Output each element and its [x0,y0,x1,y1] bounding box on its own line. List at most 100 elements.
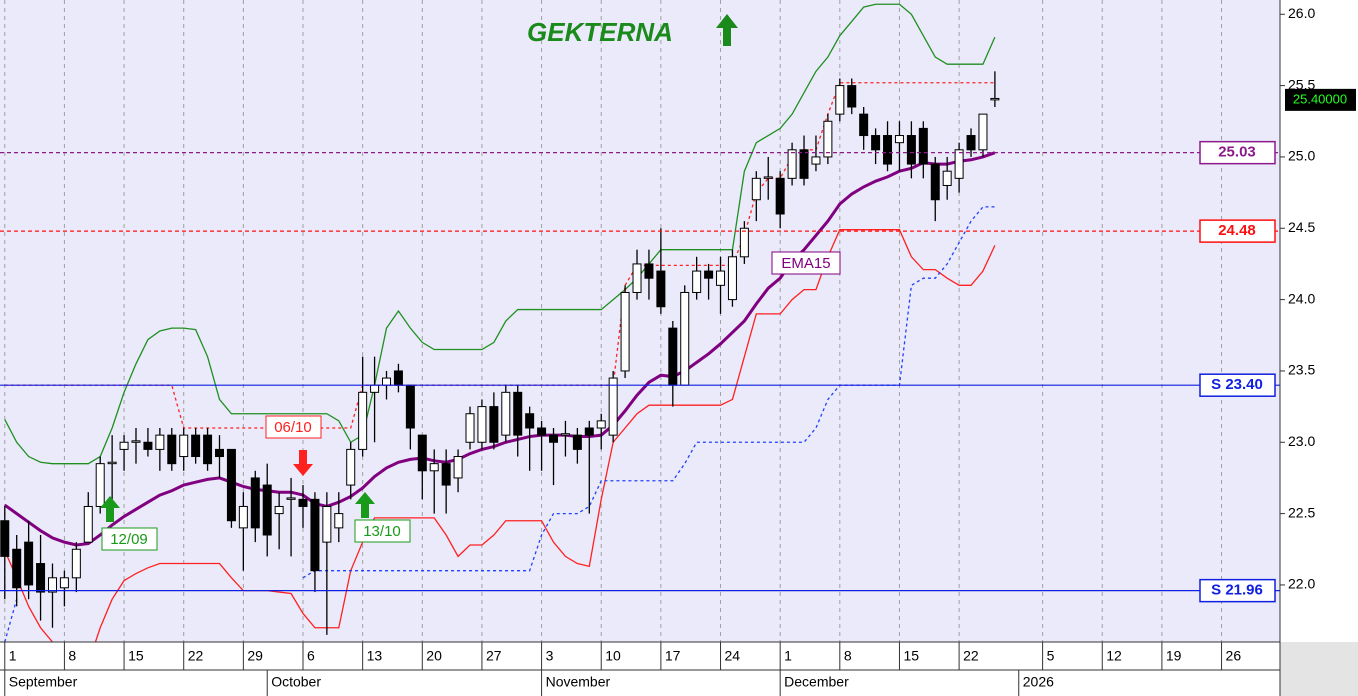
y-tick-label: 25.5 [1288,76,1315,92]
candle-body [370,384,380,393]
band-line [4,3,996,465]
down-arrow [293,450,313,476]
candle-body [453,456,463,479]
candle-body [608,377,618,436]
legend-box [771,251,841,275]
candle-body [131,440,141,443]
candle-body [954,149,964,179]
candle-body [835,85,845,115]
candle-body [95,463,105,507]
x-tick-label: 15 [128,648,144,664]
candle-body [501,391,511,436]
level-label: 25.03 [1218,144,1256,161]
level-label-box [1199,578,1276,603]
chart-title: GEKTERNA [527,17,673,47]
candle-body [274,505,284,515]
candle-body [167,434,177,465]
candle-body [584,427,594,436]
candle-body [572,434,582,450]
candle-body [716,270,726,286]
last-price-box [1285,88,1356,111]
candle-body [489,406,499,443]
x-tick-label: 22 [963,648,979,664]
candle-body [537,427,547,436]
x-tick-label: 17 [665,648,681,664]
candle-body [525,413,535,429]
candle-body [477,406,487,443]
month-label: November [546,674,611,690]
level-label-box [1199,140,1276,165]
y-tick-label: 23.5 [1288,362,1315,378]
y-tick-label: 22.5 [1288,504,1315,520]
candle-body [775,177,785,215]
y-tick-label: 25.0 [1288,148,1315,164]
candle-body [692,270,702,293]
ema-line [3,151,996,547]
candle-body [107,461,117,465]
candle-body [942,170,952,186]
candle-body [155,434,165,450]
candle-body [12,548,22,589]
x-tick-label: 1 [784,648,792,664]
annotation-text: 12/09 [110,531,148,548]
corner [1280,642,1358,696]
candle-body [799,149,809,179]
x-tick-label: 29 [247,648,263,664]
candle-body [990,97,1000,101]
x-tick-label: 5 [1047,648,1055,664]
y-tick-label: 24.0 [1288,290,1315,306]
x-tick-label: 1 [9,648,17,664]
level-label: 24.48 [1218,222,1256,239]
candle-body [310,498,320,572]
up-arrow [355,492,375,518]
x-tick-label: 12 [1106,648,1122,664]
candle-body [393,370,403,386]
annotation-box [265,415,322,439]
y-tick-label: 23.0 [1288,433,1315,449]
month-label: 2026 [1023,674,1054,690]
x-tick-label: 8 [844,648,852,664]
y-tick-label: 24.5 [1288,219,1315,235]
x-tick-label: 3 [546,648,554,664]
candle-body [966,135,976,151]
month-label: December [784,674,849,690]
last-price-label: 25.40000 [1293,91,1347,106]
candle-body [286,497,296,500]
candle-body [119,441,129,450]
annotation-box [354,519,411,543]
y-tick-label: 22.0 [1288,576,1315,592]
candle-body [24,541,34,586]
band-line [4,599,18,642]
candle-body [883,135,893,165]
annotation: 06/10 [265,415,322,476]
candle-body [739,227,749,258]
candle-body [429,463,439,472]
candle-body [346,448,356,486]
candle-body [47,577,57,593]
candle-body [751,177,761,201]
candle-body [71,548,81,579]
annotation: 13/10 [354,492,411,543]
month-label: October [271,674,321,690]
candle-body [823,120,833,158]
candle-body [179,434,189,458]
candle-body [143,441,153,450]
candle-body [978,113,988,151]
candle-body [250,477,260,529]
candle-body [226,448,236,522]
candle-body [906,135,916,165]
candle-body [322,505,332,543]
legend-label: EMA15 [781,255,830,272]
y-tick-label: 26.0 [1288,5,1315,21]
candle-body [727,256,737,301]
candle-body [560,433,570,436]
x-tick-label: 13 [367,648,383,664]
candle-body [59,577,69,589]
candle-body [847,85,857,108]
candle-body [632,263,642,293]
candle-body [859,113,869,137]
x-tick-label: 15 [903,648,919,664]
candle-body [894,135,904,144]
candle-body [465,413,475,443]
candle-body [334,513,344,529]
